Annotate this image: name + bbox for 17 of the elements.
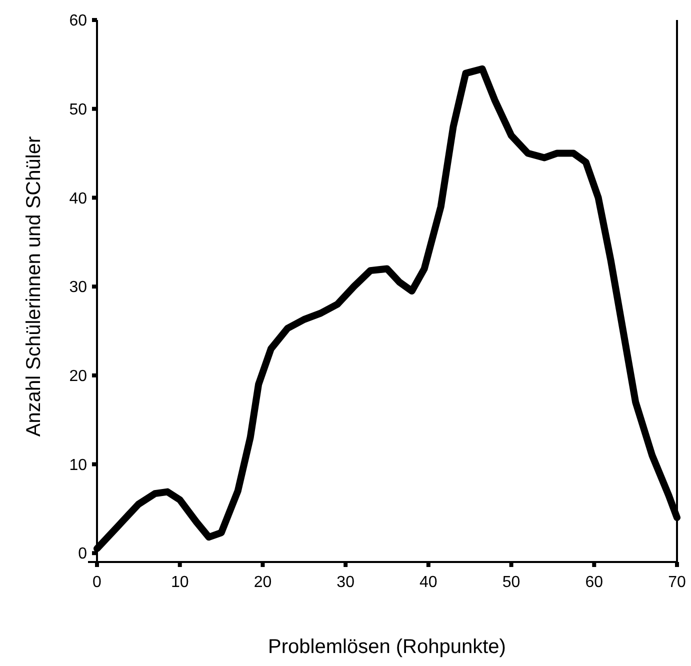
- x-tick-label: 10: [170, 574, 189, 591]
- y-tick-label: 20: [69, 368, 88, 386]
- x-tick-label: 20: [254, 574, 272, 591]
- x-tick-label: 0: [92, 574, 102, 591]
- x-tick-label: 30: [336, 574, 355, 591]
- y-tick-label: 60: [69, 12, 88, 30]
- x-tick-label: 70: [668, 574, 686, 591]
- y-tick-label: 10: [69, 456, 88, 474]
- x-tick-label: 40: [420, 574, 438, 591]
- y-tick-label: 30: [69, 279, 88, 296]
- y-tick-label: 40: [69, 190, 88, 208]
- x-axis-title: Problemlösen (Rohpunkte): [268, 636, 506, 658]
- x-tick-label: 50: [502, 574, 520, 591]
- x-tick-label: 60: [585, 574, 604, 591]
- y-axis-title: Anzahl Schülerinnen und SChüler: [23, 136, 45, 437]
- y-tick-label: 0: [78, 546, 88, 563]
- y-tick-label: 50: [69, 101, 88, 118]
